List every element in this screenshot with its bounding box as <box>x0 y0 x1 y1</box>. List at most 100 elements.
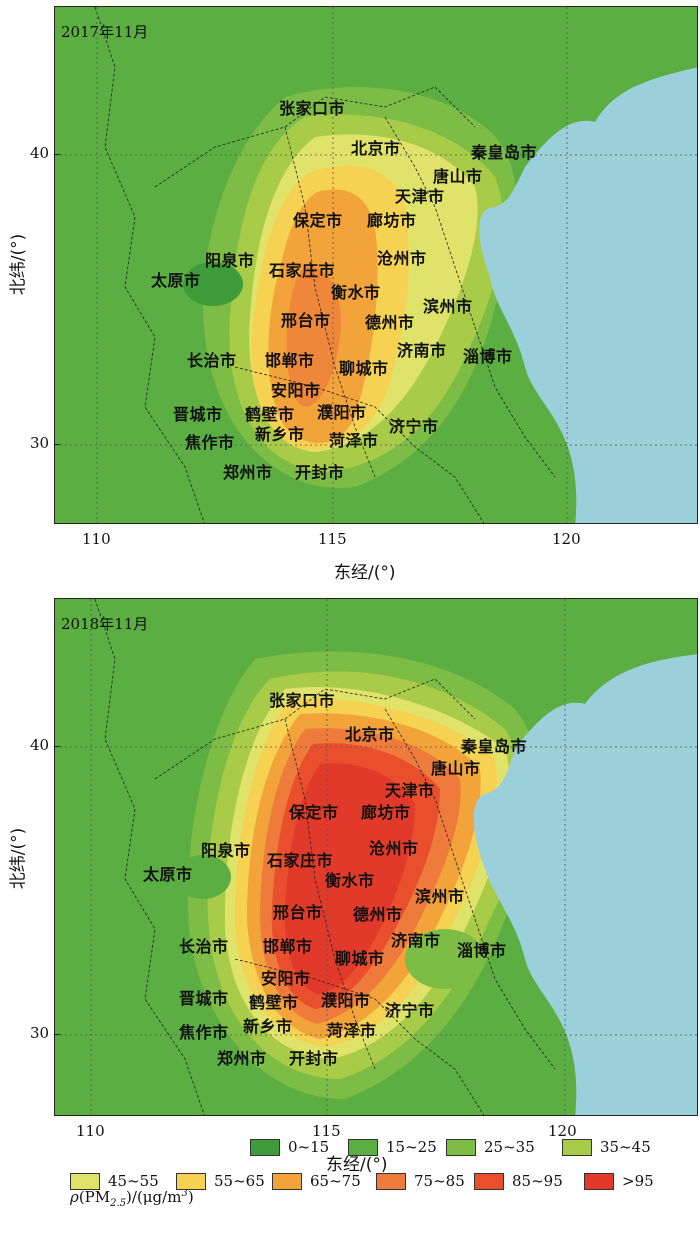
legend-item: 35~45 <box>562 1136 651 1158</box>
legend-item: 75~85 <box>376 1170 465 1192</box>
city-label: 焦作市 <box>185 433 235 452</box>
city-label: 德州市 <box>365 313 415 332</box>
tick-mark <box>54 1034 60 1035</box>
city-label: 濮阳市 <box>321 991 371 1010</box>
city-label: 沧州市 <box>369 839 419 858</box>
city-label: 阳泉市 <box>201 841 251 860</box>
legend-label: 75~85 <box>414 1172 465 1190</box>
city-label: 开封市 <box>289 1049 339 1068</box>
x-axis-label: 东经/(°) <box>326 1155 388 1175</box>
legend-label: 15~25 <box>386 1138 437 1156</box>
legend-item: 45~55 <box>70 1170 159 1192</box>
city-label: 焦作市 <box>179 1023 229 1042</box>
city-label: 菏泽市 <box>329 431 379 450</box>
legend-label: 0~15 <box>288 1138 330 1156</box>
legend: ρ(PM2.5)/(μg/m3) <box>0 1130 700 1251</box>
city-label: 邢台市 <box>281 311 331 330</box>
y-axis-label: 北纬/(°) <box>8 233 29 296</box>
city-label: 保定市 <box>293 211 343 230</box>
y-axis-label: 北纬/(°) <box>8 827 29 890</box>
legend-item: 85~95 <box>474 1170 563 1192</box>
city-label: 济南市 <box>397 341 447 360</box>
y-tick-label: 30 <box>30 1024 50 1042</box>
legend-item: >95 <box>584 1170 654 1192</box>
x-tick-label: 120 <box>552 530 581 548</box>
legend-swatch <box>250 1138 280 1156</box>
city-label: 郑州市 <box>223 463 273 482</box>
city-label: 聊城市 <box>335 949 385 968</box>
city-label: 廊坊市 <box>361 803 411 822</box>
city-label: 阳泉市 <box>205 251 255 270</box>
x-tick-label: 110 <box>82 530 111 548</box>
city-label: 张家口市 <box>279 99 346 118</box>
city-label: 邯郸市 <box>265 351 315 370</box>
city-label: 太原市 <box>143 865 193 884</box>
city-label: 天津市 <box>395 187 445 206</box>
legend-swatch <box>562 1138 592 1156</box>
city-label: 唐山市 <box>431 759 481 778</box>
legend-item: 0~15 <box>250 1136 329 1158</box>
city-label: 石家庄市 <box>269 261 336 280</box>
city-label: 济宁市 <box>389 417 439 436</box>
city-label: 鹤壁市 <box>249 993 299 1012</box>
legend-label: >95 <box>622 1172 654 1190</box>
city-label: 滨州市 <box>415 887 465 906</box>
x-tick-label: 115 <box>312 1122 341 1140</box>
legend-item: 65~75 <box>272 1170 361 1192</box>
city-label: 安阳市 <box>271 381 321 400</box>
legend-item: 55~65 <box>176 1170 265 1192</box>
legend-swatch <box>584 1172 614 1190</box>
legend-label: 85~95 <box>512 1172 563 1190</box>
city-label: 邯郸市 <box>263 937 313 956</box>
legend-label: 45~55 <box>108 1172 159 1190</box>
city-label: 长治市 <box>179 937 229 956</box>
x-axis-label: 东经/(°) <box>334 563 396 583</box>
city-label: 秦皇岛市 <box>461 737 528 756</box>
panel-title: 2018年11月 <box>61 615 149 633</box>
legend-label: 65~75 <box>310 1172 361 1190</box>
tick-mark <box>54 444 60 445</box>
city-label: 秦皇岛市 <box>471 143 538 162</box>
city-label: 鹤壁市 <box>245 405 295 424</box>
legend-swatch <box>474 1172 504 1190</box>
city-label: 北京市 <box>345 725 395 744</box>
city-label: 太原市 <box>151 271 201 290</box>
city-label: 安阳市 <box>261 969 311 988</box>
city-label: 沧州市 <box>377 249 427 268</box>
legend-label: 25~35 <box>484 1138 535 1156</box>
city-label: 济宁市 <box>385 1001 435 1020</box>
city-label: 保定市 <box>289 803 339 822</box>
city-label: 新乡市 <box>255 425 305 444</box>
city-label: 淄博市 <box>457 941 507 960</box>
city-label: 衡水市 <box>331 283 381 302</box>
city-label: 衡水市 <box>325 871 375 890</box>
city-label: 北京市 <box>351 139 401 158</box>
city-label: 聊城市 <box>339 359 389 378</box>
city-label: 廊坊市 <box>367 211 417 230</box>
city-label: 菏泽市 <box>327 1021 377 1040</box>
city-label: 滨州市 <box>423 297 473 316</box>
y-tick-label: 30 <box>30 434 50 452</box>
legend-swatch <box>348 1138 378 1156</box>
pm25-concentration-map-2017 <box>55 7 697 523</box>
y-tick-label: 40 <box>30 736 50 754</box>
city-label: 邢台市 <box>273 903 323 922</box>
city-label: 新乡市 <box>243 1017 293 1036</box>
y-tick-label: 40 <box>30 144 50 162</box>
city-label: 淄博市 <box>463 347 513 366</box>
city-label: 天津市 <box>385 781 435 800</box>
legend-label: 55~65 <box>214 1172 265 1190</box>
city-label: 长治市 <box>187 351 237 370</box>
city-label: 张家口市 <box>269 691 336 710</box>
legend-swatch <box>70 1172 100 1190</box>
x-tick-label: 115 <box>318 530 347 548</box>
pm25-concentration-map-2018 <box>55 599 697 1115</box>
x-tick-label: 120 <box>548 1122 577 1140</box>
city-label: 开封市 <box>295 463 345 482</box>
city-label: 济南市 <box>391 931 441 950</box>
city-label: 濮阳市 <box>317 403 367 422</box>
tick-mark <box>54 746 60 747</box>
legend-swatch <box>176 1172 206 1190</box>
x-tick-label: 110 <box>76 1122 105 1140</box>
city-label: 石家庄市 <box>267 851 334 870</box>
